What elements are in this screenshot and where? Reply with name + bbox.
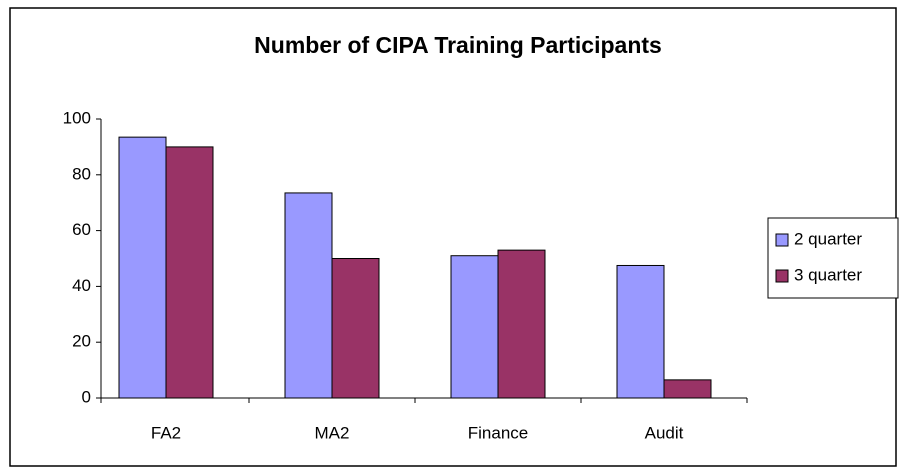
bar (331, 258, 380, 399)
x-tick-label: Finance (468, 423, 528, 442)
bar (663, 379, 712, 399)
y-tick-label: 80 (72, 164, 91, 183)
bar (497, 249, 546, 399)
legend-swatch (775, 233, 789, 247)
x-tick-label: Audit (645, 423, 684, 442)
x-tick-label: FA2 (151, 423, 181, 442)
x-tick-label: MA2 (315, 423, 350, 442)
legend-label: 2 quarter (794, 229, 862, 248)
bar (450, 255, 499, 399)
bar (165, 146, 214, 399)
chart-title: Number of CIPA Training Participants (254, 32, 662, 58)
bar (118, 136, 167, 399)
y-tick-label: 20 (72, 332, 91, 351)
bar (284, 192, 333, 399)
y-tick-label: 60 (72, 220, 91, 239)
y-tick-label: 40 (72, 276, 91, 295)
legend-swatch (775, 269, 789, 283)
legend-label: 3 quarter (794, 265, 862, 284)
y-tick-label: 0 (82, 387, 91, 406)
legend-box (767, 217, 899, 299)
bar (616, 264, 665, 399)
y-tick-label: 100 (63, 108, 91, 127)
